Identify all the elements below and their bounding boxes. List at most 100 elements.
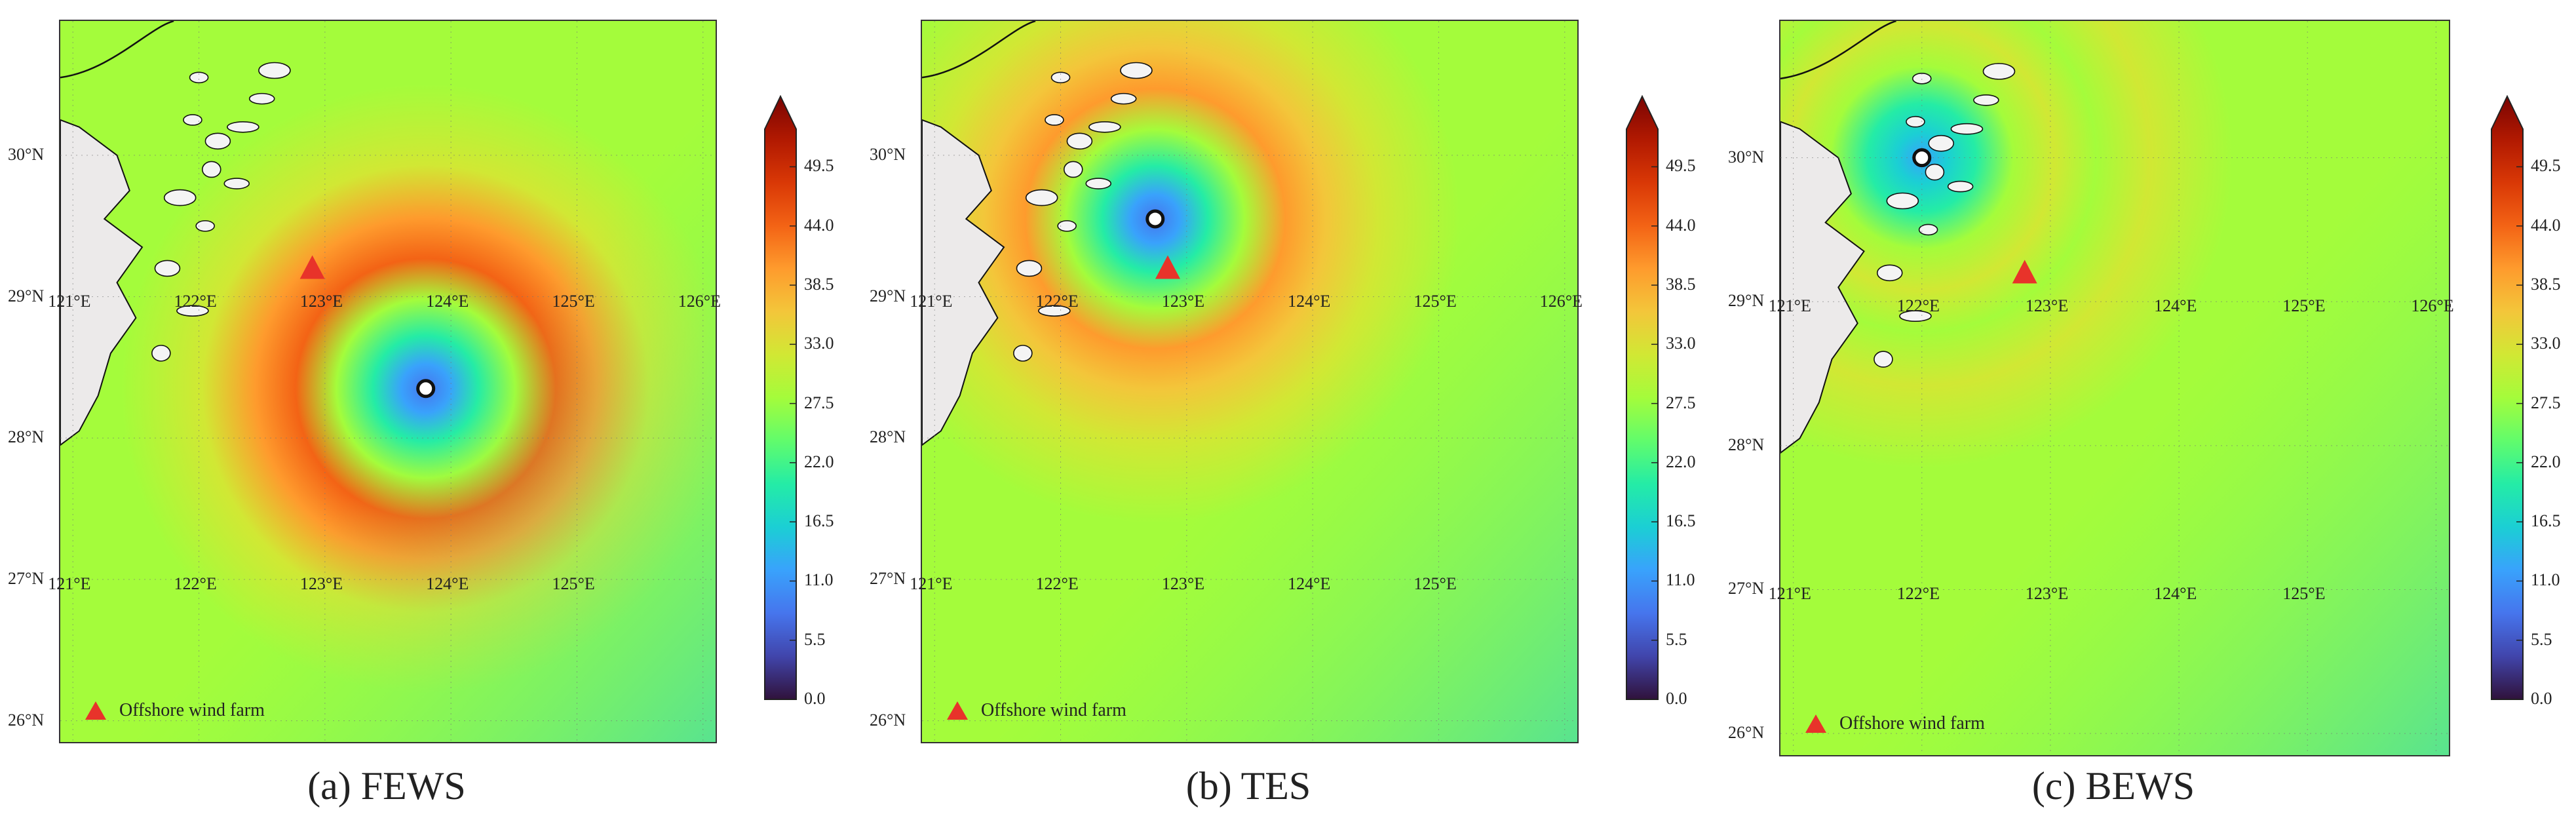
map-legend: Offshore wind farm [946,700,1126,721]
map-legend: Offshore wind farm [84,700,265,721]
colorbar-tick-label: 33.0 [804,334,834,353]
lon-label: 125°E [552,291,595,311]
island [1110,92,1137,105]
lon-label: 121°E [48,291,91,311]
island [1088,121,1121,133]
island [1013,345,1033,362]
panel-tes: 0.0 5.5 11.0 16.5 22.0 27.5 33.0 38.5 44.0 49.5 (… [858,0,1717,839]
wind-farm-legend-icon [1805,714,1826,733]
island [151,345,171,362]
lon-label: 124°E [426,291,469,311]
lon-label: 121°E [910,574,953,593]
colorbar-tick-label: 11.0 [1666,570,1695,590]
island [1950,123,1984,135]
lon-label: 121°E [1768,584,1811,604]
lat-label: 28°N [1728,435,1765,454]
island [1918,224,1938,236]
island [163,189,197,206]
typhoon-center-marker [416,379,436,399]
colorbar-tick-label: 27.5 [804,393,834,412]
island [204,132,231,150]
panel-bews: 0.0 5.5 11.0 16.5 22.0 27.5 33.0 38.5 44.0 49.5 (… [1720,0,2576,839]
colorbar-tick-label: 27.5 [2531,393,2561,412]
lon-label: 122°E [1896,584,1940,604]
lat-label: 29°N [1728,291,1765,311]
colorbar: 0.0 5.5 11.0 16.5 22.0 27.5 33.0 38.5 44.0 49.5 [2490,94,2561,708]
colorbar-tick-label: 16.5 [2531,511,2561,531]
island [176,305,209,317]
colorbar-tick-label: 49.5 [1666,156,1696,176]
lat-label: 26°N [8,710,45,730]
lon-label: 125°E [2282,584,2326,604]
mainland-coast [60,119,144,446]
colorbar-tick-label: 33.0 [2531,334,2561,353]
island [1038,305,1071,317]
island [183,114,202,126]
lat-label: 29°N [870,286,906,305]
island [1886,192,1919,210]
colorbar-gradient [2491,94,2524,700]
lat-label: 26°N [1728,723,1765,743]
island [1085,178,1112,189]
lat-label: 30°N [1728,147,1765,166]
lon-label: 126°E [2411,296,2454,316]
lat-label: 28°N [8,427,45,447]
panel-caption: (b) TES [1185,764,1311,808]
island [1973,94,1999,106]
lon-label: 125°E [1413,291,1457,311]
panel-caption: (a) FEWS [307,764,466,808]
colorbar-tick-label: 33.0 [1666,334,1696,353]
island [223,178,250,189]
lat-label: 29°N [8,286,45,305]
colorbar-tick-label: 38.5 [804,275,834,294]
legend-label: Offshore wind farm [1839,713,1985,733]
lon-label: 124°E [1288,291,1331,311]
island [1874,351,1893,368]
wind-farm-marker [1155,255,1180,279]
colorbar: 0.0 5.5 11.0 16.5 22.0 27.5 33.0 38.5 44.0 49.5 [763,94,834,708]
colorbar-tick-label: 44.0 [804,215,834,235]
lat-label: 30°N [870,144,906,164]
lon-label: 121°E [1768,296,1811,316]
island [1925,163,1945,181]
panel-fews: 0.0 5.5 11.0 16.5 22.0 27.5 33.0 38.5 44.0 49.5 (… [0,0,852,839]
colorbar-tick-label: 22.0 [2531,452,2561,471]
island [1025,189,1058,206]
lon-label: 125°E [1413,574,1457,593]
island [1050,71,1071,84]
colorbar-tick-label: 49.5 [2531,156,2561,176]
island [189,71,209,84]
lon-label: 123°E [299,291,343,311]
colorbar-tick-label: 5.5 [2531,629,2552,649]
island [1928,134,1954,152]
island [1876,264,1903,282]
northern-coastline [1780,21,1896,80]
lon-label: 124°E [2154,584,2197,604]
colorbar-tick-label: 0.0 [2531,689,2552,708]
weak-wind-band [60,21,716,742]
island [1906,115,1925,128]
lon-label: 122°E [1035,574,1079,593]
island [1063,161,1083,178]
weak-wind-band [1780,21,2449,755]
colorbar: 0.0 5.5 11.0 16.5 22.0 27.5 33.0 38.5 44.0 49.5 [1625,94,1696,708]
colorbar-tick-label: 11.0 [804,570,834,590]
lon-label: 123°E [2025,296,2069,316]
island [1120,62,1153,79]
lon-label: 124°E [1288,574,1331,593]
lon-label: 125°E [2282,296,2326,316]
island [1947,180,1974,193]
island [154,260,181,277]
wind-farm-legend-icon [947,701,968,720]
lat-label: 27°N [1728,579,1765,598]
legend-label: Offshore wind farm [981,700,1126,720]
lon-label: 122°E [1896,296,1940,316]
lat-label: 27°N [870,568,906,588]
colorbar-tick-label: 22.0 [1666,452,1696,471]
colorbar-gradient [1626,94,1659,700]
colorbar-tick-label: 27.5 [1666,393,1696,412]
lon-label: 122°E [1035,291,1079,311]
lon-label: 124°E [426,574,469,593]
lon-label: 122°E [174,574,217,593]
wind-speed-map [1779,20,2450,756]
